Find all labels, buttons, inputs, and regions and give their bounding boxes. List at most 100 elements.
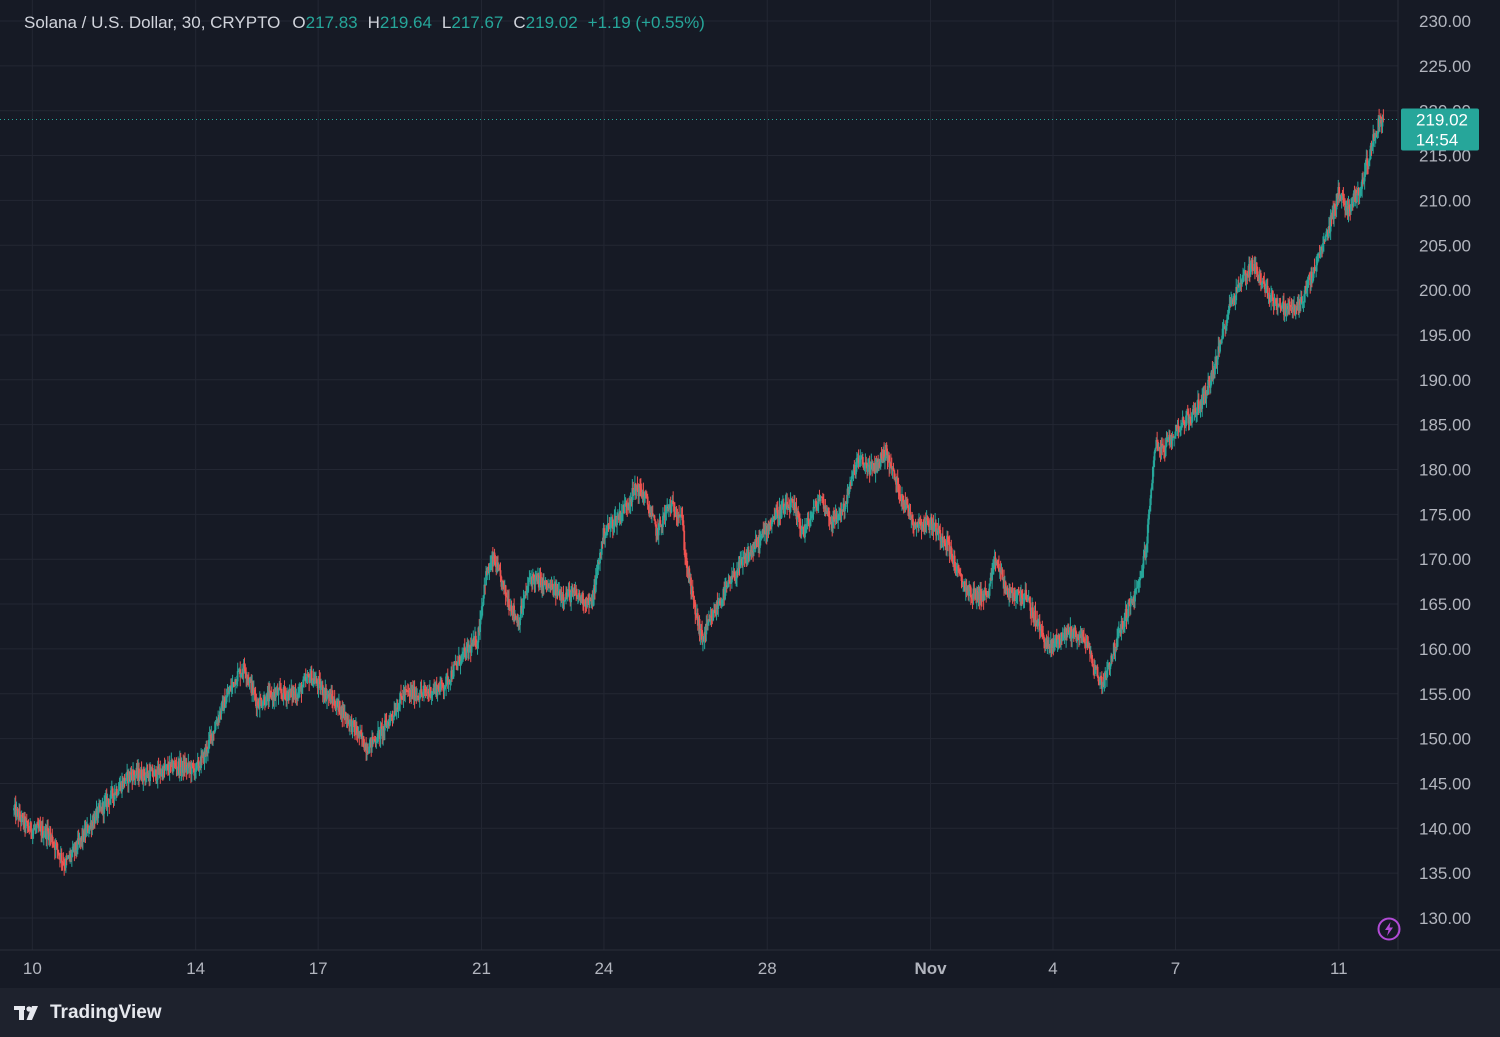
candle-body xyxy=(303,679,305,681)
lightning-bolt-icon[interactable] xyxy=(1376,916,1402,942)
candle-body xyxy=(457,661,459,666)
candle-body xyxy=(1164,446,1167,457)
candle-body xyxy=(646,496,649,505)
candle-body xyxy=(1198,408,1201,411)
candle-body xyxy=(172,768,174,772)
candle-body xyxy=(553,585,555,596)
candle-body xyxy=(810,516,813,518)
candle-body xyxy=(556,585,559,596)
candle-body xyxy=(545,580,548,586)
price-chart[interactable]: 130.00 135.00 140.00 145.00 150.00 155.00 160.… xyxy=(0,0,1500,988)
candle-body xyxy=(487,566,490,572)
candle-body xyxy=(925,517,928,526)
candle-body xyxy=(643,496,646,500)
candle-body xyxy=(1037,622,1039,627)
candle-body xyxy=(260,699,263,707)
candle-body xyxy=(26,821,29,827)
candle-body xyxy=(716,602,719,609)
candle-body xyxy=(633,489,635,494)
candle-body xyxy=(483,584,486,596)
candle-body xyxy=(1368,158,1371,161)
candle-body xyxy=(733,571,736,578)
candle-body xyxy=(429,687,432,699)
candle-body xyxy=(784,502,787,507)
y-tick-label: 230.00 xyxy=(1419,12,1471,31)
candle-body xyxy=(1207,379,1210,395)
candle-body xyxy=(427,691,430,694)
candle-body xyxy=(1358,195,1361,197)
candle-body xyxy=(1312,267,1315,278)
candle-body xyxy=(883,449,886,461)
candle-body xyxy=(510,605,513,613)
candle-body xyxy=(857,457,860,464)
candle-body xyxy=(167,764,169,770)
candle-body xyxy=(1158,447,1161,449)
candle-body xyxy=(773,516,776,520)
candle-body xyxy=(864,462,867,466)
candle-body xyxy=(680,514,683,517)
candle-body xyxy=(969,587,972,598)
candle-body xyxy=(1319,250,1322,255)
candle-body xyxy=(1237,284,1239,293)
candle-body xyxy=(60,852,63,862)
candle-body xyxy=(1123,626,1125,630)
candle-body xyxy=(748,552,751,561)
candle-body xyxy=(1189,416,1192,419)
candle-body xyxy=(941,536,944,543)
candle-body xyxy=(1150,489,1153,499)
candle-body xyxy=(582,593,584,605)
candle-body xyxy=(319,679,322,691)
candle-body xyxy=(54,843,57,851)
candle-body xyxy=(1128,602,1130,604)
candle-body xyxy=(296,697,299,699)
candle-body xyxy=(1214,363,1216,375)
candle-body xyxy=(449,681,452,683)
candle-body xyxy=(959,574,962,577)
low-value: 217.67 xyxy=(451,13,504,32)
x-tick-label: 28 xyxy=(758,959,777,978)
footer-bar xyxy=(0,988,1500,1037)
candle-body xyxy=(1148,511,1151,515)
x-tick-label: 11 xyxy=(1330,959,1348,978)
candle-body xyxy=(216,723,219,725)
candle-body xyxy=(647,504,650,510)
candle-body xyxy=(1305,287,1308,292)
candle-body xyxy=(1137,584,1140,587)
candle-body xyxy=(111,788,114,796)
candle-body xyxy=(1134,589,1136,602)
brand[interactable]: TradingView xyxy=(14,1001,162,1025)
candle-body xyxy=(1182,417,1185,422)
candle-body xyxy=(587,598,590,601)
candle-body xyxy=(1228,304,1231,311)
candle-body xyxy=(1277,306,1279,308)
candle-body xyxy=(1122,621,1125,630)
candle-body xyxy=(742,558,744,566)
candle-body xyxy=(1268,297,1271,299)
candle-body xyxy=(1034,610,1037,624)
candle-body xyxy=(1106,664,1109,671)
candle-body xyxy=(1247,274,1250,276)
candle-body xyxy=(480,617,482,620)
candle-body xyxy=(286,694,288,701)
candle-body xyxy=(1278,304,1281,306)
candle-body xyxy=(1017,589,1020,592)
candle-body xyxy=(625,502,628,507)
candle-body xyxy=(884,444,887,459)
symbol-title[interactable]: Solana / U.S. Dollar, 30, CRYPTO xyxy=(24,13,281,32)
candle-body xyxy=(373,739,376,741)
candle-body xyxy=(437,685,440,690)
candle-body xyxy=(485,571,487,586)
y-tick-label: 215.00 xyxy=(1419,147,1471,166)
candle-body xyxy=(38,826,41,829)
candle-body xyxy=(1013,592,1016,597)
candle-body xyxy=(802,526,805,529)
bar-countdown-label: 14:54 xyxy=(1416,130,1459,149)
candle-body xyxy=(133,770,135,775)
candle-body xyxy=(798,522,801,527)
candle-body xyxy=(475,646,478,648)
candle-body xyxy=(1206,394,1209,396)
candle-body xyxy=(939,529,942,541)
candle-body xyxy=(1092,666,1095,668)
